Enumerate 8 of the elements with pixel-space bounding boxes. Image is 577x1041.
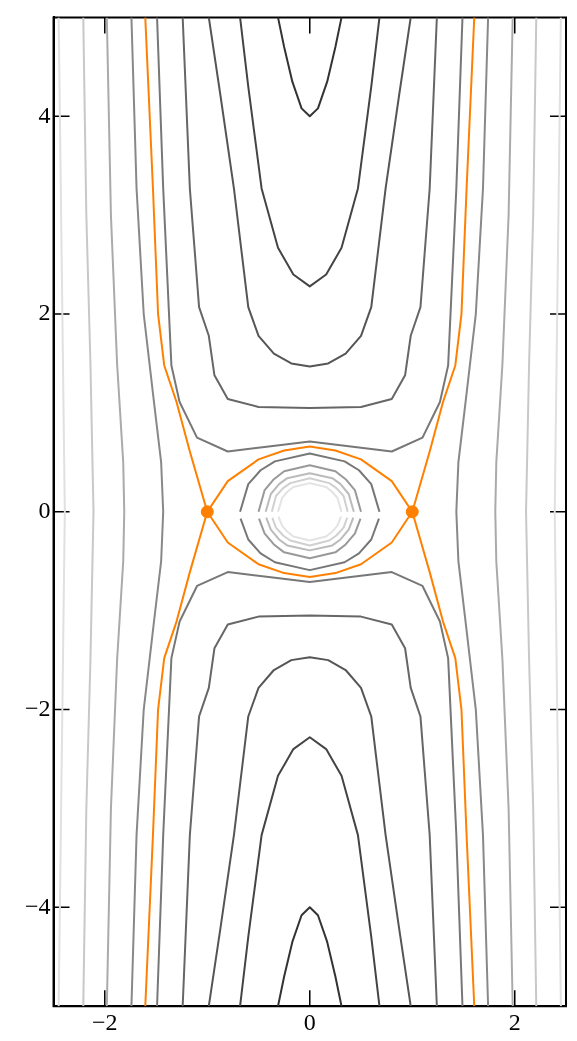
x-tick-label: 2 (508, 1008, 521, 1035)
y-tick-label: 2 (38, 299, 51, 326)
y-tick-label: −4 (24, 892, 51, 919)
y-tick-label: −2 (24, 694, 51, 721)
x-tick-label: −2 (92, 1008, 118, 1035)
y-tick-label: 0 (38, 497, 51, 524)
x-tick-label: 0 (303, 1008, 316, 1035)
y-tick-label: 4 (38, 101, 51, 128)
